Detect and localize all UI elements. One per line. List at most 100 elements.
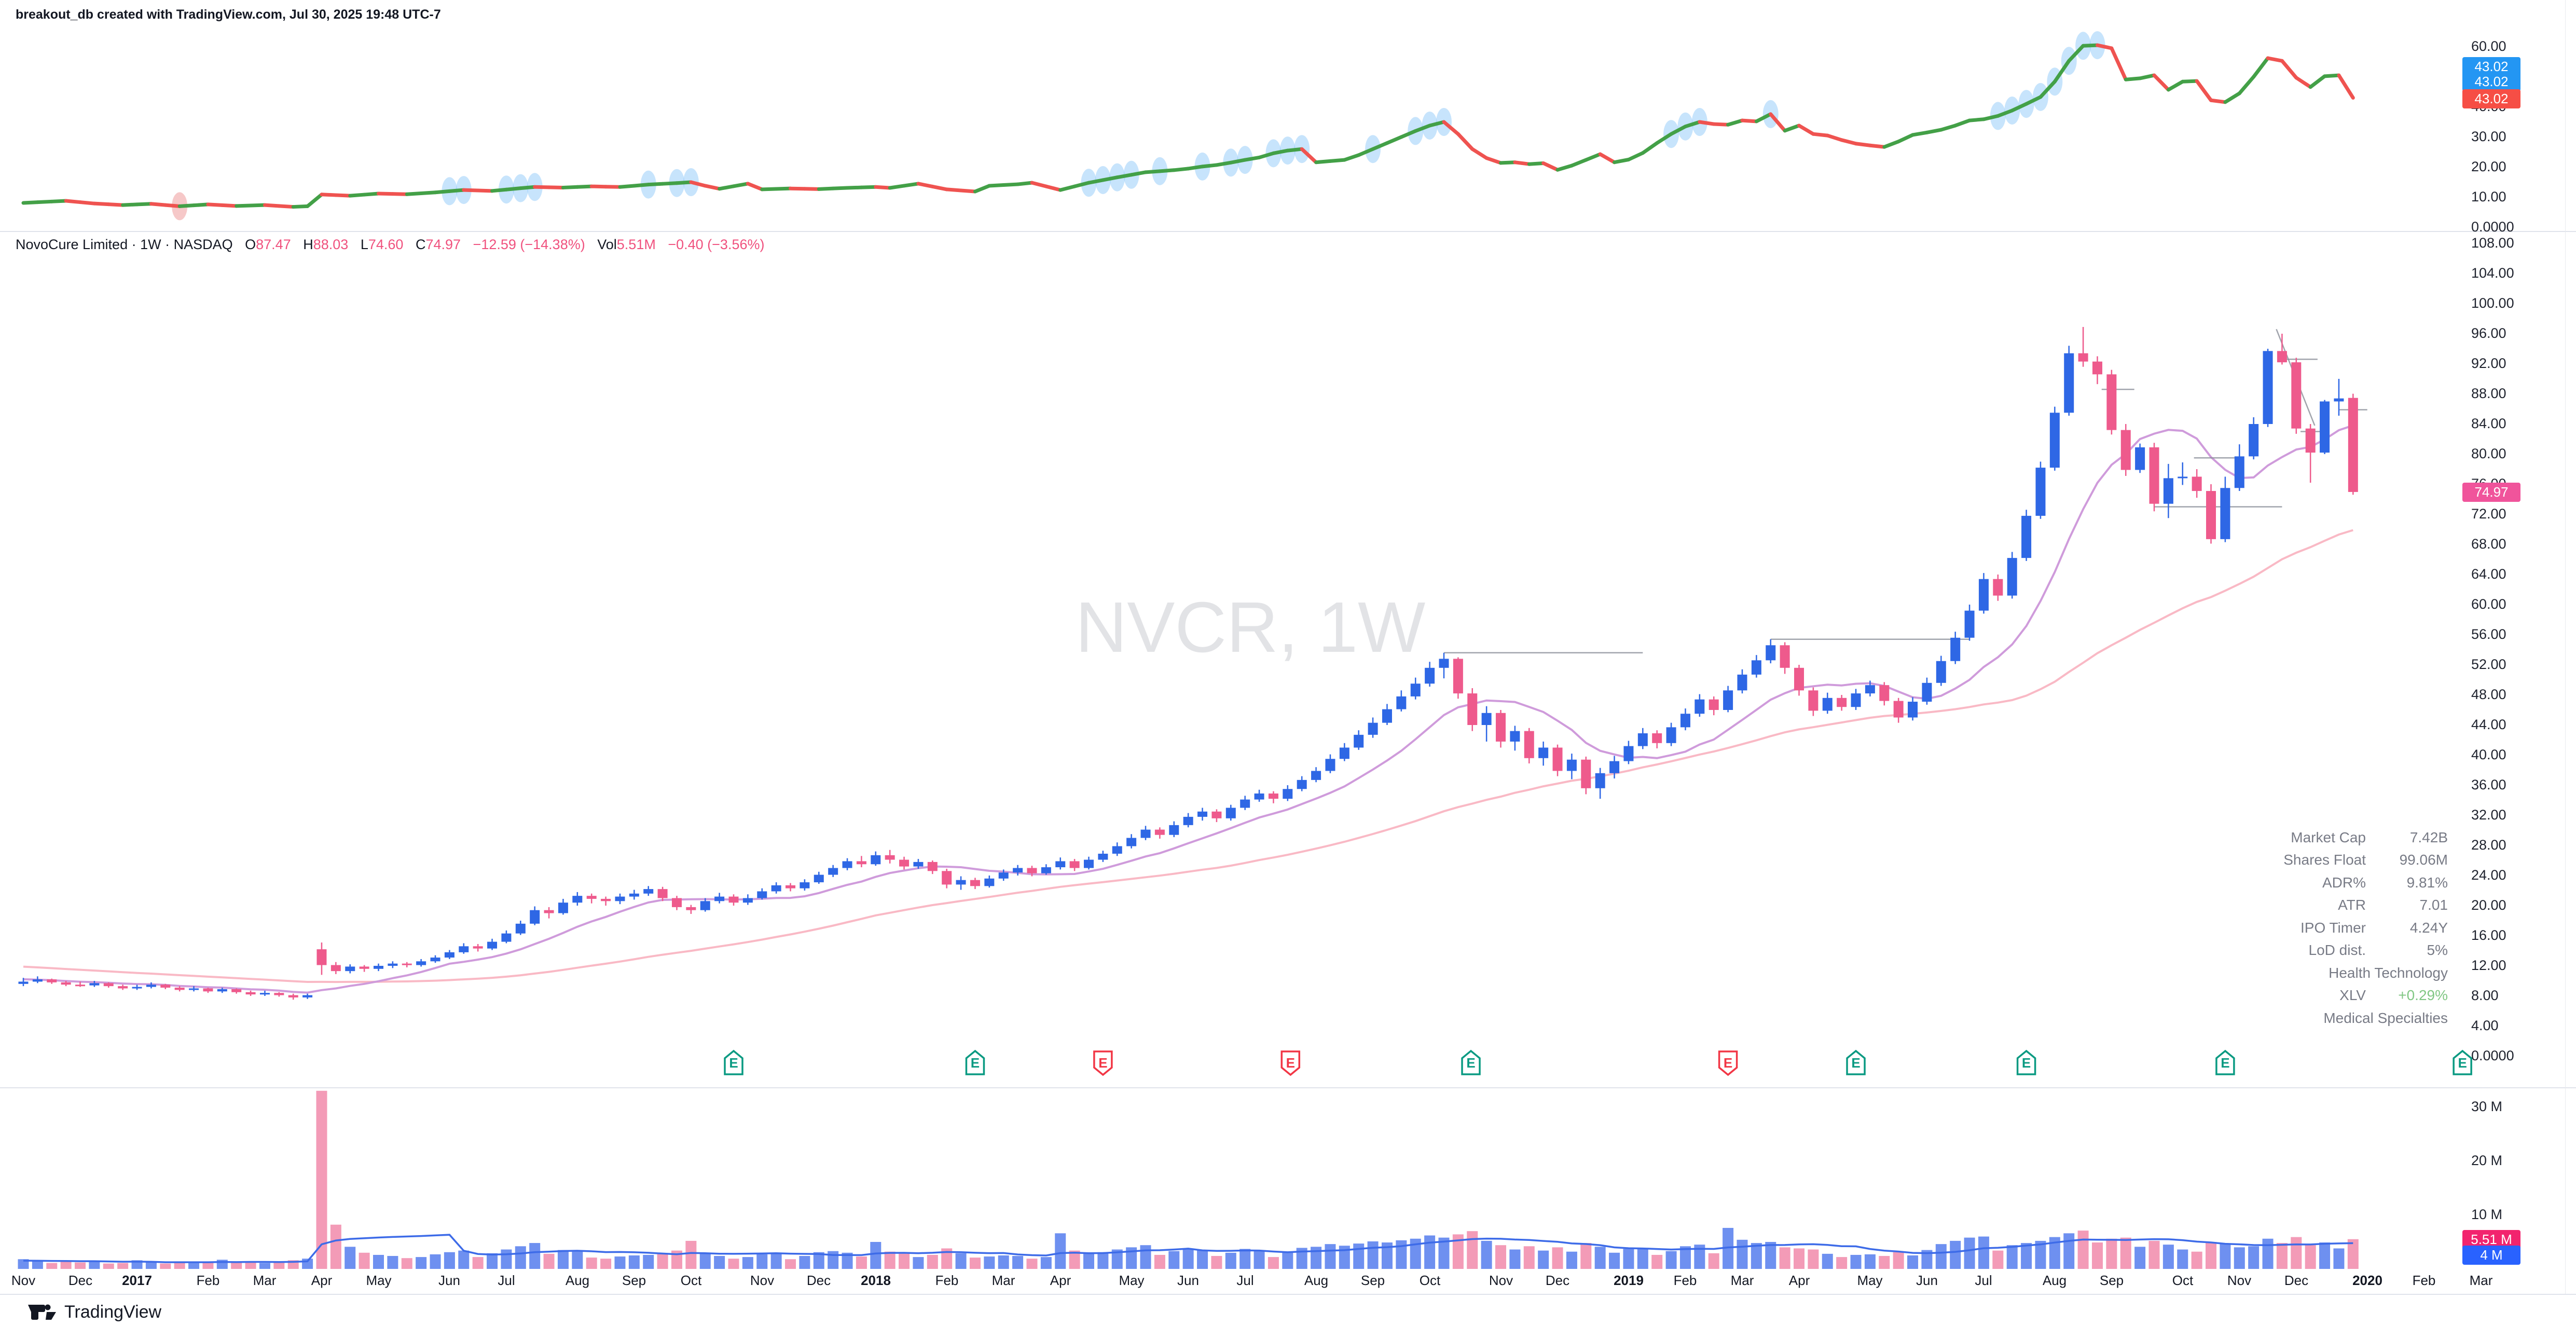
time-axis-year-label[interactable]: 2018 bbox=[861, 1273, 891, 1288]
time-axis-year-label[interactable]: 2017 bbox=[122, 1273, 152, 1288]
time-axis-month-label[interactable]: Nov bbox=[1489, 1273, 1513, 1288]
time-axis-month-label[interactable]: Aug bbox=[2042, 1273, 2067, 1288]
legend-symbol-title[interactable]: NovoCure Limited · 1W · NASDAQ bbox=[16, 237, 233, 252]
time-axis-month-label[interactable]: Mar bbox=[2469, 1273, 2493, 1288]
price-axis-label: 0.0000 bbox=[2471, 1048, 2514, 1063]
time-axis-month-label[interactable]: Dec bbox=[806, 1273, 831, 1288]
candle-body bbox=[530, 910, 540, 924]
time-axis-month-label[interactable]: Mar bbox=[253, 1273, 277, 1288]
pane-separator[interactable] bbox=[0, 231, 2576, 232]
time-axis-month-label[interactable]: Apr bbox=[1050, 1273, 1071, 1288]
time-axis-month-label[interactable]: Jun bbox=[438, 1273, 460, 1288]
volume-bar bbox=[2305, 1245, 2316, 1269]
volume-bar bbox=[2077, 1231, 2089, 1269]
time-axis-month-label[interactable]: May bbox=[1857, 1273, 1883, 1288]
candle-body bbox=[1311, 771, 1321, 780]
time-axis-month-label[interactable]: Oct bbox=[680, 1273, 702, 1288]
time-axis-year-label[interactable]: 2020 bbox=[2352, 1273, 2382, 1288]
time-axis-border bbox=[0, 1294, 2576, 1295]
legend-high-label: H bbox=[303, 237, 313, 252]
volume-bar bbox=[2220, 1244, 2231, 1269]
rs-line-segment bbox=[518, 185, 537, 190]
rs-line-segment bbox=[2081, 43, 2099, 48]
time-axis-month-label[interactable]: Feb bbox=[2412, 1273, 2436, 1288]
earnings-icon[interactable]: E bbox=[2016, 1049, 2036, 1075]
earnings-icon[interactable]: E bbox=[1093, 1050, 1113, 1076]
time-axis-month-label[interactable]: May bbox=[366, 1273, 392, 1288]
candle-body bbox=[1666, 727, 1676, 743]
time-axis-month-label[interactable]: Sep bbox=[1360, 1273, 1385, 1288]
time-axis-month-label[interactable]: May bbox=[1119, 1273, 1145, 1288]
time-axis-month-label[interactable]: Jul bbox=[1236, 1273, 1254, 1288]
earnings-icon[interactable]: E bbox=[1718, 1050, 1738, 1076]
volume-bar bbox=[1879, 1256, 1890, 1269]
earnings-icon-shape bbox=[2453, 1049, 2472, 1075]
pane-separator[interactable] bbox=[0, 1087, 2576, 1088]
time-axis-month-label[interactable]: Apr bbox=[1788, 1273, 1810, 1288]
rs-line-segment bbox=[1001, 182, 1020, 187]
volume-bar bbox=[117, 1263, 129, 1269]
time-axis-month-label[interactable]: Mar bbox=[1730, 1273, 1754, 1288]
time-axis-month-label[interactable]: Nov bbox=[750, 1273, 775, 1288]
time-axis-month-label[interactable]: Dec bbox=[68, 1273, 93, 1288]
time-axis-month-label[interactable]: Feb bbox=[935, 1273, 959, 1288]
rs-line-segment bbox=[163, 203, 182, 208]
earnings-icon[interactable]: E bbox=[1846, 1049, 1866, 1075]
time-axis-month-label[interactable]: Feb bbox=[1673, 1273, 1697, 1288]
candle-body bbox=[2049, 413, 2060, 468]
time-axis-month-label[interactable]: Jun bbox=[1177, 1273, 1199, 1288]
rs-line-segment bbox=[2038, 79, 2057, 99]
earnings-icon[interactable]: E bbox=[1280, 1050, 1301, 1076]
earnings-icon[interactable]: E bbox=[1461, 1049, 1481, 1075]
candle-body bbox=[657, 889, 668, 898]
time-axis-month-label[interactable]: Jul bbox=[498, 1273, 515, 1288]
volume-bar bbox=[600, 1259, 612, 1269]
earnings-icon[interactable]: E bbox=[2453, 1049, 2472, 1075]
earnings-icon[interactable]: E bbox=[2215, 1049, 2235, 1075]
rs-line-segment bbox=[1058, 184, 1077, 192]
tradingview-logo[interactable]: TradingView bbox=[27, 1302, 161, 1322]
time-axis-month-label[interactable]: Oct bbox=[1419, 1273, 1441, 1288]
volume-bar bbox=[416, 1257, 427, 1269]
time-axis-year-label[interactable]: 2019 bbox=[1614, 1273, 1644, 1288]
rs-line-segment bbox=[2124, 76, 2142, 81]
time-axis-month-label[interactable]: Aug bbox=[565, 1273, 590, 1288]
time-axis-month-label[interactable]: Feb bbox=[196, 1273, 220, 1288]
earnings-icon-shape bbox=[724, 1049, 743, 1075]
price-axis-label: 88.00 bbox=[2471, 386, 2506, 401]
time-axis-month-label[interactable]: Sep bbox=[622, 1273, 646, 1288]
candle-body bbox=[629, 893, 639, 897]
time-axis-month-label[interactable]: Sep bbox=[2099, 1273, 2124, 1288]
candle-body bbox=[615, 896, 625, 901]
time-axis-month-label[interactable]: Dec bbox=[1545, 1273, 1570, 1288]
volume-bar bbox=[899, 1253, 910, 1269]
time-axis-month-label[interactable]: Mar bbox=[991, 1273, 1015, 1288]
time-axis-month-label[interactable]: Jul bbox=[1975, 1273, 1992, 1288]
rs-line-segment bbox=[1357, 147, 1375, 157]
candle-body bbox=[302, 995, 313, 997]
time-axis-month-label[interactable]: Aug bbox=[1304, 1273, 1329, 1288]
rs-line-segment bbox=[718, 184, 736, 191]
time-axis-month-label[interactable]: Oct bbox=[2172, 1273, 2194, 1288]
time-axis-month-label[interactable]: Jun bbox=[1916, 1273, 1938, 1288]
rs-value-badge: 43.02 bbox=[2462, 89, 2520, 108]
tradingview-logo-text: TradingView bbox=[64, 1302, 162, 1322]
rs-line-segment bbox=[1371, 141, 1389, 151]
price-axis-label: 92.00 bbox=[2471, 356, 2506, 371]
stat-value: 7.01 bbox=[2419, 897, 2448, 913]
candle-body bbox=[1893, 701, 1904, 718]
candle-body bbox=[1425, 667, 1435, 684]
time-axis-month-label[interactable]: Nov bbox=[2227, 1273, 2252, 1288]
time-axis-month-label[interactable]: Dec bbox=[2284, 1273, 2309, 1288]
candle-body bbox=[316, 949, 327, 965]
stat-row: Health Technology bbox=[2283, 962, 2448, 985]
candle-body bbox=[998, 872, 1009, 879]
time-axis-month-label[interactable]: Apr bbox=[311, 1273, 333, 1288]
volume-bar bbox=[927, 1254, 938, 1269]
earnings-icon[interactable]: E bbox=[724, 1049, 743, 1075]
candle-body bbox=[1552, 747, 1563, 771]
volume-bar bbox=[18, 1259, 29, 1269]
earnings-icon[interactable]: E bbox=[965, 1049, 985, 1075]
time-axis-month-label[interactable]: Nov bbox=[11, 1273, 36, 1288]
